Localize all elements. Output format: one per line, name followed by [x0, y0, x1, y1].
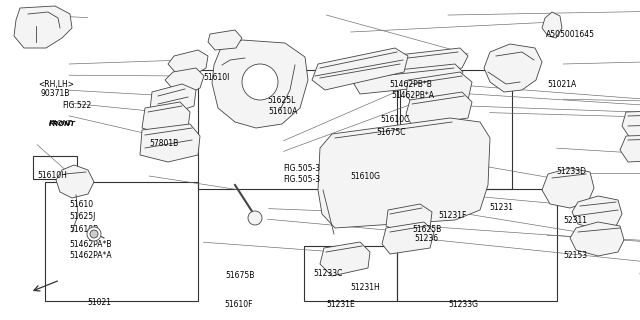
Text: 51021A: 51021A — [547, 80, 577, 89]
Circle shape — [90, 230, 98, 238]
Polygon shape — [382, 222, 434, 254]
Polygon shape — [165, 68, 204, 94]
Polygon shape — [622, 108, 640, 138]
Text: FIG.522: FIG.522 — [63, 101, 92, 110]
Text: 51233D: 51233D — [557, 167, 587, 176]
Polygon shape — [354, 64, 463, 94]
Bar — [45, 182, 198, 301]
Polygon shape — [406, 92, 472, 126]
Text: 90371B: 90371B — [40, 89, 70, 98]
Bar — [397, 70, 512, 189]
Text: FIG.505-3: FIG.505-3 — [284, 164, 321, 173]
Polygon shape — [406, 72, 472, 108]
Text: 51462PB*B: 51462PB*B — [389, 80, 432, 89]
Text: 51462PA*B: 51462PA*B — [69, 240, 111, 249]
Text: FIG.505-3: FIG.505-3 — [284, 175, 321, 184]
Text: 51610I: 51610I — [204, 73, 230, 82]
Text: 51462PA*A: 51462PA*A — [69, 252, 112, 260]
Text: <RH,LH>: <RH,LH> — [38, 80, 74, 89]
Text: 51610A: 51610A — [269, 107, 298, 116]
Polygon shape — [14, 6, 72, 48]
Polygon shape — [318, 118, 490, 228]
Text: 51610F: 51610F — [224, 300, 253, 309]
Text: 51625J: 51625J — [69, 212, 95, 221]
Text: 51610B: 51610B — [69, 225, 99, 234]
Circle shape — [87, 227, 101, 241]
Polygon shape — [620, 132, 640, 162]
Text: 51675C: 51675C — [376, 128, 406, 137]
Polygon shape — [484, 44, 542, 92]
Text: 57801B: 57801B — [149, 140, 179, 148]
Bar — [198, 70, 400, 189]
Text: 51610C: 51610C — [381, 116, 410, 124]
Text: A505001645: A505001645 — [546, 30, 595, 39]
Polygon shape — [542, 12, 562, 38]
Polygon shape — [150, 84, 196, 114]
Text: 51233G: 51233G — [448, 300, 478, 309]
Circle shape — [248, 211, 262, 225]
Text: 51610: 51610 — [69, 200, 93, 209]
Bar — [397, 189, 557, 301]
Bar — [304, 246, 397, 301]
Text: 51231E: 51231E — [326, 300, 355, 309]
Text: 51021: 51021 — [88, 298, 112, 307]
Text: 52311: 52311 — [563, 216, 588, 225]
Text: 51233C: 51233C — [314, 269, 343, 278]
Polygon shape — [386, 204, 432, 234]
Text: 52153: 52153 — [563, 252, 588, 260]
Text: 51236: 51236 — [415, 234, 439, 243]
Polygon shape — [572, 196, 622, 230]
Polygon shape — [366, 48, 468, 78]
Polygon shape — [542, 168, 594, 208]
Polygon shape — [312, 48, 408, 90]
Text: 51462PB*A: 51462PB*A — [392, 92, 435, 100]
Polygon shape — [168, 50, 208, 74]
Text: FRONT: FRONT — [49, 120, 72, 126]
Text: 51625L: 51625L — [268, 96, 296, 105]
Text: 51231F: 51231F — [438, 211, 467, 220]
Polygon shape — [140, 124, 200, 162]
Text: 51231H: 51231H — [351, 284, 380, 292]
Text: 51625B: 51625B — [413, 225, 442, 234]
Circle shape — [242, 64, 278, 100]
Polygon shape — [56, 165, 94, 198]
Polygon shape — [208, 30, 242, 50]
Polygon shape — [212, 40, 308, 128]
Polygon shape — [320, 242, 370, 276]
Text: 51610H: 51610H — [37, 171, 67, 180]
Polygon shape — [570, 222, 624, 256]
Bar — [33, 156, 77, 179]
Text: 51231: 51231 — [490, 203, 514, 212]
Polygon shape — [142, 102, 190, 134]
Text: 51610G: 51610G — [351, 172, 381, 181]
Text: FRONT: FRONT — [49, 121, 76, 127]
Text: 51675B: 51675B — [225, 271, 255, 280]
